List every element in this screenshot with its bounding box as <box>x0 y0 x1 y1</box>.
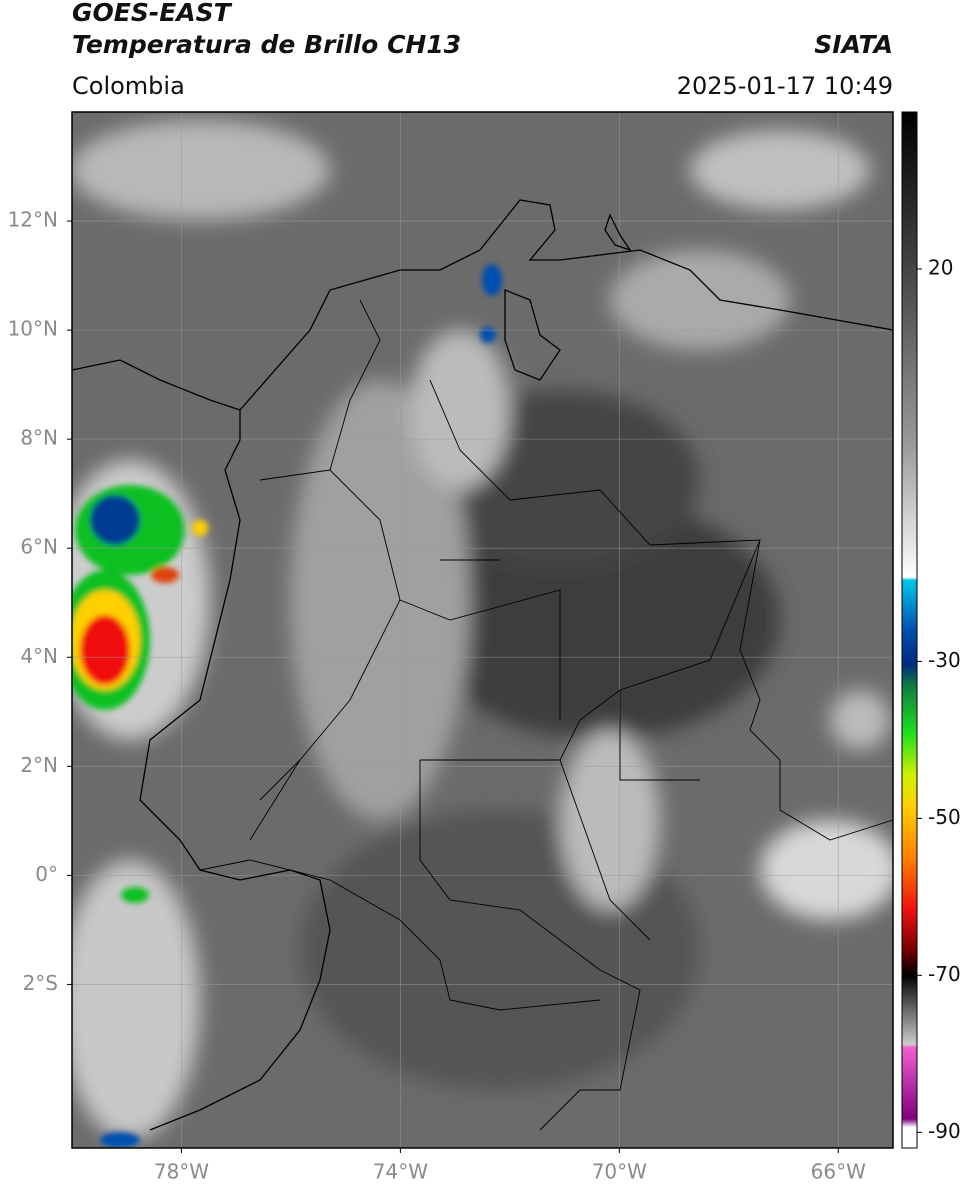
lat-tick-label: 12°N <box>8 208 58 232</box>
colorbar-tick-label: -90 <box>928 1119 961 1143</box>
lat-tick-label: 8°N <box>20 426 58 450</box>
colorbar <box>901 111 918 1149</box>
map-frame <box>71 111 894 1149</box>
lat-tick-label: 6°N <box>20 535 58 559</box>
agency: SIATA <box>814 30 893 59</box>
colorbar-tick-label: -50 <box>928 805 961 829</box>
lat-tick-label: 2°S <box>23 971 58 995</box>
graticule <box>72 112 893 1148</box>
colorbar-tick-label: -70 <box>928 962 961 986</box>
product: Temperatura de Brillo CH13 <box>72 30 461 59</box>
lat-tick-label: 10°N <box>8 317 58 341</box>
satellite: GOES-EAST <box>72 0 233 27</box>
lon-tick-label: 74°W <box>373 1160 428 1184</box>
lon-tick-label: 70°W <box>592 1160 647 1184</box>
lon-tick-label: 66°W <box>811 1160 866 1184</box>
lat-tick-label: 2°N <box>20 753 58 777</box>
timestamp: 2025-01-17 10:49 <box>677 72 893 100</box>
colorbar-tick-label: -30 <box>928 648 961 672</box>
colorbar-tick-label: 20 <box>928 255 953 279</box>
region: Colombia <box>72 72 185 100</box>
lon-tick-label: 78°W <box>154 1160 209 1184</box>
satellite-image <box>72 112 893 1148</box>
lat-tick-label: 4°N <box>20 644 58 668</box>
lat-tick-label: 0° <box>35 862 58 886</box>
